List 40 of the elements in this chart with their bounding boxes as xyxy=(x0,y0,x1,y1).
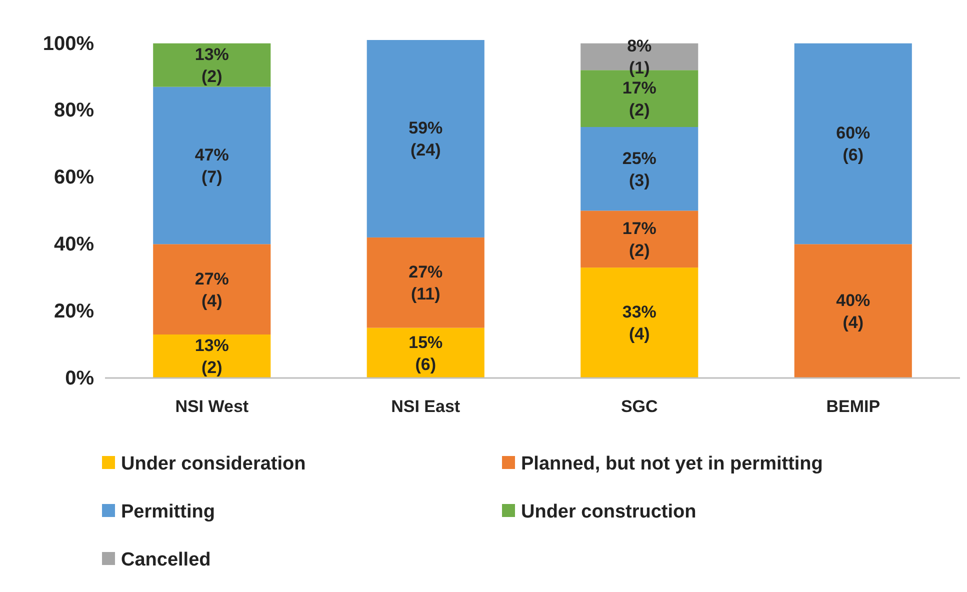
x-tick-label: BEMIP xyxy=(826,397,880,416)
data-label: 60% (6) xyxy=(836,124,870,165)
legend-label: Permitting xyxy=(121,502,215,523)
y-tick-label: 20% xyxy=(54,300,94,322)
data-label: 40% (4) xyxy=(836,291,870,332)
data-label: 25% (3) xyxy=(622,148,656,190)
y-tick-label: 80% xyxy=(54,100,94,122)
bar xyxy=(794,244,912,378)
legend-label: Planned, but not yet in permitting xyxy=(521,454,823,475)
data-label: 47% (7) xyxy=(194,145,229,186)
data-label: 15% (6) xyxy=(408,332,443,374)
legend-label: Under consideration xyxy=(121,454,306,475)
bar xyxy=(580,268,698,378)
bar xyxy=(153,86,271,244)
y-tick-label: 0% xyxy=(65,367,94,390)
data-label: 59% (24) xyxy=(408,118,443,160)
data-label: 33% (4) xyxy=(622,302,656,344)
x-tick-label: NSI East xyxy=(391,397,460,416)
y-tick-label: 100% xyxy=(42,32,94,55)
bar xyxy=(153,43,271,87)
bar xyxy=(153,244,271,334)
legend-label: Under construction xyxy=(521,502,696,523)
bar xyxy=(366,40,484,238)
bar xyxy=(794,43,912,244)
bar xyxy=(580,210,698,268)
bar xyxy=(366,328,484,378)
data-label: 13% (2) xyxy=(194,45,229,86)
data-label: 27% (11) xyxy=(408,262,443,304)
x-tick-label: SGC xyxy=(620,397,658,416)
bar xyxy=(580,127,698,211)
data-label: 17% (2) xyxy=(622,78,656,120)
data-label: 27% (4) xyxy=(194,269,229,310)
data-label: 17% (2) xyxy=(622,219,656,260)
legend-label: Cancelled xyxy=(121,550,211,571)
bar xyxy=(153,334,271,378)
bar xyxy=(366,237,484,328)
data-label: 13% (2) xyxy=(194,336,229,378)
y-tick-label: 60% xyxy=(54,166,94,189)
y-tick-label: 40% xyxy=(54,234,94,256)
x-tick-label: NSI West xyxy=(175,397,249,416)
